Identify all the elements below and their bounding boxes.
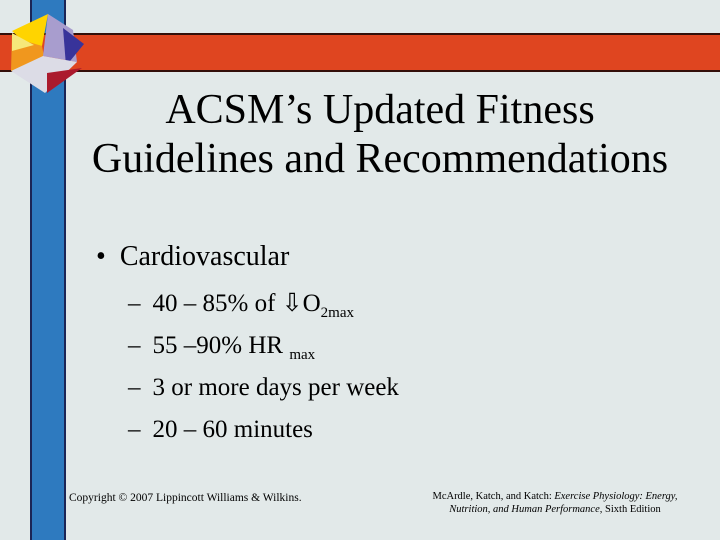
- sub-bullet-minutes: –20 – 60 minutes: [128, 409, 399, 451]
- cube-face-pale-yellow: [12, 33, 34, 51]
- cube-face-indigo: [63, 28, 84, 66]
- dash-marker: –: [128, 332, 141, 359]
- copyright-text: Copyright © 2007 Lippincott Williams & W…: [69, 492, 302, 504]
- dash-marker: –: [128, 374, 141, 401]
- citation-book-title-part2: Nutrition, and Human Performance,: [449, 504, 603, 515]
- cube-logo-icon: [11, 14, 84, 93]
- title-line-2: Guidelines and Recommendations: [91, 136, 669, 182]
- sub-bullet-text: 20 – 60 minutes: [152, 416, 313, 443]
- title-line-1: ACSM’s Updated Fitness: [165, 87, 595, 133]
- sub-bullet-text: 40 – 85% of ⇩O: [152, 290, 321, 317]
- slide-title: ACSM’s Updated Fitness Guidelines and Re…: [50, 86, 710, 184]
- sub-bullet-text: 3 or more days per week: [152, 374, 399, 401]
- cube-face-crimson: [47, 68, 82, 93]
- citation-line-2: Nutrition, and Human Performance, Sixth …: [420, 503, 690, 516]
- sub-bullet-text: 55 –90% HR: [152, 332, 290, 359]
- citation-text: McArdle, Katch, and Katch: Exercise Phys…: [420, 490, 690, 516]
- sub-bullet-vo2max: –40 – 85% of ⇩O2max: [128, 283, 399, 325]
- sub-bullet-list: –40 – 85% of ⇩O2max –55 –90% HR max –3 o…: [128, 283, 399, 451]
- sub-bullet-subscript: max: [289, 347, 316, 363]
- dash-marker: –: [128, 290, 141, 317]
- citation-book-title-part1: Exercise Physiology: Energy,: [554, 491, 678, 502]
- bullet-cardiovascular: • Cardiovascular: [96, 241, 289, 273]
- citation-authors: McArdle, Katch, and Katch:: [432, 491, 555, 502]
- top-horizontal-bar: [0, 33, 720, 72]
- sub-bullet-subscript: 2max: [320, 305, 354, 321]
- citation-edition: Sixth Edition: [602, 504, 661, 515]
- cube-face-gray: [11, 56, 77, 93]
- sub-bullet-days: –3 or more days per week: [128, 367, 399, 409]
- bullet-marker: •: [96, 241, 106, 272]
- sub-bullet-hrmax: –55 –90% HR max: [128, 325, 399, 367]
- dash-marker: –: [128, 416, 141, 443]
- citation-line-1: McArdle, Katch, and Katch: Exercise Phys…: [420, 490, 690, 503]
- bullet-text: Cardiovascular: [119, 241, 290, 272]
